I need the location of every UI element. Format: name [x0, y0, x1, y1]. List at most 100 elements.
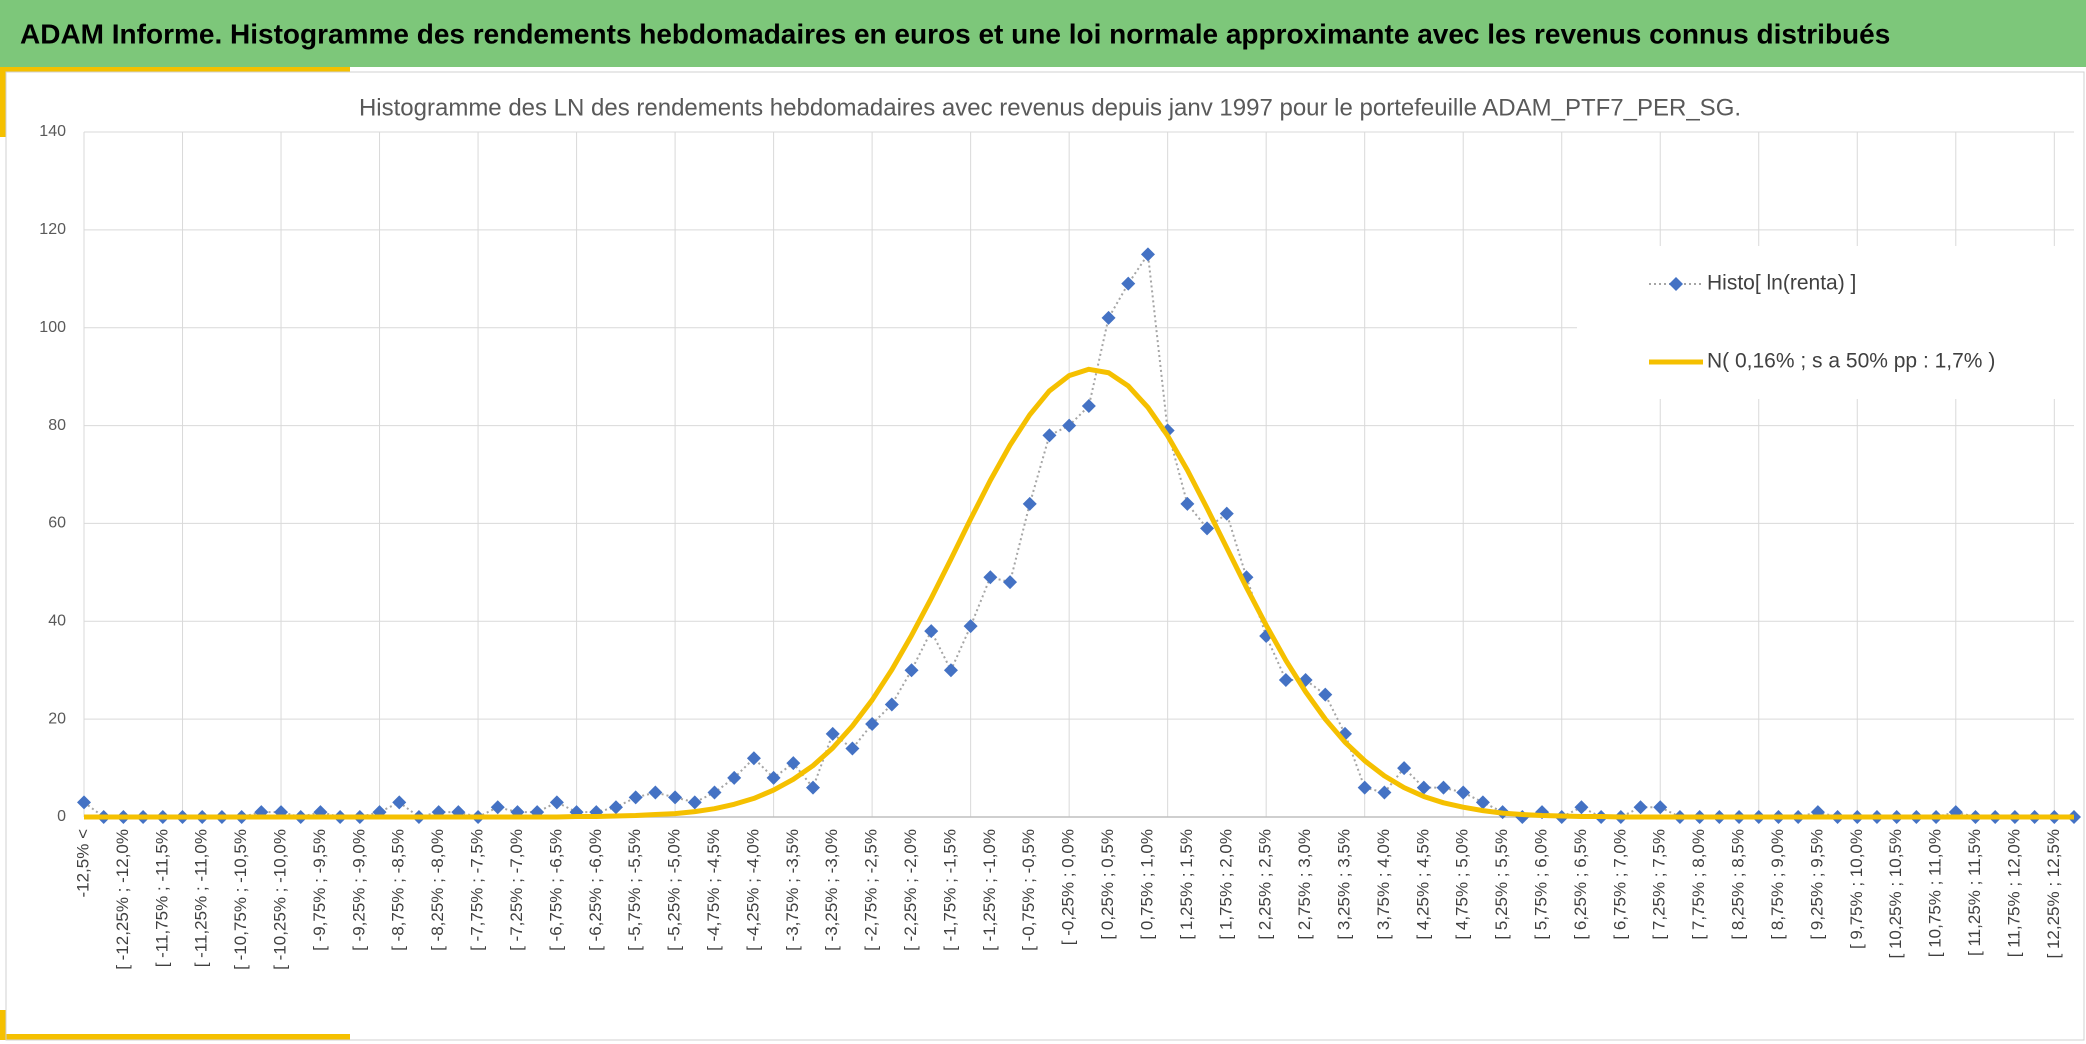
accent	[0, 1034, 350, 1040]
x-tick-label: [ -8,25% ; -8,0%	[428, 829, 447, 951]
marker	[1475, 795, 1490, 810]
y-tick-label: 120	[39, 221, 66, 238]
marker	[77, 795, 91, 810]
y-tick-label: 20	[48, 710, 66, 727]
x-tick-label: [ 6,75% ; 7,0%	[1610, 829, 1629, 940]
marker	[549, 795, 564, 810]
marker	[1101, 310, 1116, 325]
y-tick-label: 60	[48, 515, 66, 532]
x-tick-label: -12,5% <	[73, 829, 92, 898]
marker	[1456, 785, 1471, 800]
x-tick-label: [ -12,25% ; -12,0%	[113, 829, 132, 970]
marker	[1436, 780, 1451, 795]
x-tick-label: [ 7,25% ; 7,5%	[1650, 829, 1669, 940]
marker	[904, 663, 919, 678]
marker	[1278, 673, 1293, 687]
marker	[1121, 276, 1136, 291]
x-tick-label: [ -8,75% ; -8,5%	[389, 829, 408, 951]
chart-frame	[5, 71, 2085, 1041]
x-tick-label: [ 8,75% ; 9,0%	[1768, 829, 1787, 940]
legend-marker	[1669, 277, 1683, 291]
y-tick-label: 100	[39, 319, 66, 336]
marker	[983, 570, 998, 585]
legend-label: N( 0,16% ; s a 50% pp : 1,7% )	[1707, 350, 1995, 373]
y-tick-label: 0	[57, 808, 66, 825]
x-tick-label: [ 9,75% ; 10,0%	[1847, 829, 1866, 949]
marker	[1318, 687, 1333, 702]
x-tick-label: [ 7,75% ; 8,0%	[1689, 829, 1708, 940]
x-tick-label: [ 10,75% ; 11,0%	[1926, 829, 1945, 957]
marker	[806, 780, 821, 795]
legend-box	[1577, 246, 2075, 399]
x-tick-label: [ 2,75% ; 3,0%	[1295, 829, 1314, 940]
x-tick-label: [ -10,25% ; -10,0%	[271, 829, 290, 970]
marker	[1377, 785, 1392, 800]
x-tick-label: [ -2,25% ; -2,0%	[901, 829, 920, 951]
x-tick-label: [ -6,25% ; -6,0%	[586, 829, 605, 951]
marker	[1653, 800, 1668, 815]
x-tick-label: [ 3,75% ; 4,0%	[1374, 829, 1393, 940]
marker	[707, 785, 722, 800]
x-tick-label: [ -9,75% ; -9,5%	[310, 829, 329, 951]
x-tick-label: [ 3,25% ; 3,5%	[1334, 829, 1353, 940]
x-tick-label: [ 4,75% ; 5,0%	[1453, 829, 1472, 940]
x-tick-label: [ -5,25% ; -5,0%	[665, 829, 684, 951]
marker	[628, 790, 643, 805]
x-tick-label: [ 4,25% ; 4,5%	[1413, 829, 1432, 940]
x-tick-label: [ -0,75% ; -0,5%	[1019, 829, 1038, 951]
marker	[1416, 780, 1431, 795]
x-tick-label: [ 12,25% ; 12,5%	[2044, 829, 2063, 958]
marker	[648, 785, 663, 800]
x-tick-label: [ -11,75% ; -11,5%	[152, 829, 171, 967]
y-tick-label: 140	[39, 123, 66, 140]
x-tick-label: [ -7,25% ; -7,0%	[507, 829, 526, 951]
marker	[786, 756, 801, 771]
series-line	[84, 366, 2074, 820]
x-tick-label: [ -0,25% ; 0,0%	[1059, 829, 1078, 945]
x-tick-label: [ 1,75% ; 2,0%	[1216, 829, 1235, 940]
y-tick-label: 80	[48, 417, 66, 434]
marker	[884, 697, 899, 712]
x-tick-label: [ -9,25% ; -9,0%	[349, 829, 368, 951]
marker	[766, 770, 781, 785]
marker	[1003, 575, 1018, 590]
marker	[1081, 399, 1096, 413]
marker	[1180, 496, 1195, 511]
chart-title: Histogramme des LN des rendements hebdom…	[359, 94, 1741, 121]
marker	[1200, 521, 1215, 536]
x-tick-label: [ -3,25% ; -3,0%	[822, 829, 841, 951]
marker	[1574, 800, 1589, 815]
x-tick-label: [ -10,75% ; -10,5%	[231, 829, 250, 970]
marker	[1042, 428, 1057, 443]
marker	[687, 795, 702, 810]
marker	[1140, 247, 1155, 262]
x-tick-label: [ 9,25% ; 9,5%	[1807, 829, 1826, 940]
marker	[668, 790, 683, 805]
marker	[1633, 800, 1648, 815]
x-tick-label: [ 6,25% ; 6,5%	[1571, 829, 1590, 940]
x-tick-label: [ -7,75% ; -7,5%	[468, 829, 487, 951]
marker	[963, 619, 978, 634]
x-tick-label: [ 0,25% ; 0,5%	[1098, 829, 1117, 940]
marker	[608, 800, 623, 815]
marker	[865, 717, 880, 732]
x-tick-label: [ 1,25% ; 1,5%	[1177, 829, 1196, 940]
x-tick-label: [ 10,25% ; 10,5%	[1886, 829, 1905, 958]
x-tick-label: [ 5,75% ; 6,0%	[1532, 829, 1551, 940]
x-tick-label: [ -4,25% ; -4,0%	[743, 829, 762, 951]
x-tick-label: [ -11,25% ; -11,0%	[192, 829, 211, 967]
marker	[1397, 761, 1412, 776]
x-tick-label: [ 8,25% ; 8,5%	[1729, 829, 1748, 940]
accent	[0, 67, 350, 72]
x-tick-label: [ -1,75% ; -1,5%	[940, 829, 959, 951]
x-tick-label: [ -5,75% ; -5,5%	[625, 829, 644, 951]
marker	[746, 751, 761, 766]
x-tick-label: [ 0,75% ; 1,0%	[1137, 829, 1156, 940]
x-tick-label: [ 11,75% ; 12,0%	[2004, 829, 2023, 957]
x-tick-label: [ 5,25% ; 5,5%	[1492, 829, 1511, 940]
marker	[1219, 506, 1234, 521]
marker	[845, 741, 860, 756]
x-tick-label: [ -4,75% ; -4,5%	[704, 829, 723, 951]
x-tick-label: [ -2,75% ; -2,5%	[862, 829, 881, 951]
